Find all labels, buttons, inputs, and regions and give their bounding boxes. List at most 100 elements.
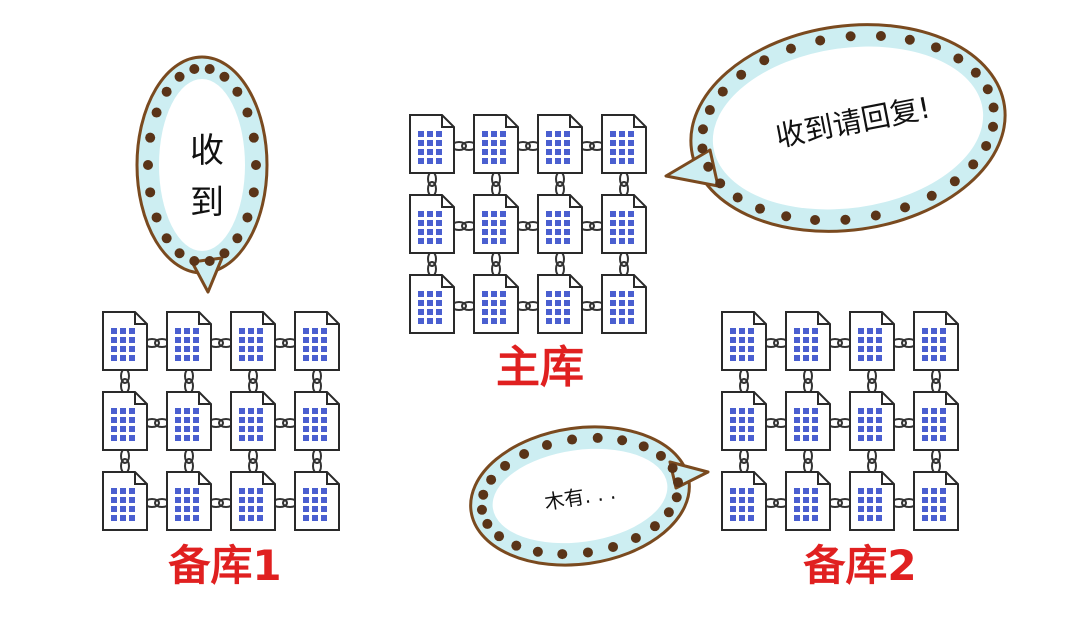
primary-link-h	[579, 141, 605, 151]
speech-bubble-primary-dot	[732, 192, 743, 203]
speech-bubble-backup1-dot	[161, 86, 172, 97]
backup1-link-v	[248, 368, 258, 394]
speech-bubble-backup1-dot	[204, 63, 215, 74]
primary-document-icon	[601, 114, 647, 174]
backup1-link-h	[144, 418, 170, 428]
backup1-link-h	[208, 418, 234, 428]
speech-bubble-backup2-dot	[567, 434, 578, 445]
primary-link-v	[619, 251, 629, 277]
speech-bubble-backup2-dot	[500, 460, 511, 471]
backup2-document-icon	[913, 311, 959, 371]
backup1-document-icon	[102, 311, 148, 371]
backup1-link-h	[272, 498, 298, 508]
speech-bubble-primary-dot	[697, 124, 708, 135]
speech-bubble-backup1	[135, 55, 269, 294]
speech-bubble-primary-dot	[715, 178, 726, 189]
speech-bubble-backup2-dot	[671, 492, 682, 503]
backup1-link-h	[144, 338, 170, 348]
backup1-document-icon	[230, 391, 276, 451]
primary-link-v	[619, 171, 629, 197]
backup2-link-v	[739, 448, 749, 474]
speech-bubble-primary-dot	[875, 30, 886, 41]
speech-bubble-backup1-dot	[174, 71, 185, 82]
speech-bubble-backup1-dot	[232, 233, 243, 244]
speech-bubble-primary-dot	[703, 161, 714, 172]
speech-bubble-primary	[664, 23, 1007, 233]
speech-bubble-backup2-dot	[667, 463, 678, 474]
backup2-link-v	[739, 368, 749, 394]
primary-link-v	[555, 171, 565, 197]
primary-link-h	[451, 221, 477, 231]
primary-link-h	[579, 221, 605, 231]
speech-bubble-backup1-dot	[145, 187, 156, 198]
backup1-link-v	[312, 448, 322, 474]
speech-bubble-backup1-dot	[151, 212, 162, 223]
speech-bubble-primary-dot	[988, 121, 999, 132]
backup1-link-v	[120, 448, 130, 474]
backup2-link-v	[803, 448, 813, 474]
speech-bubble-backup2-dot	[582, 547, 593, 558]
speech-bubble-primary-dot	[904, 34, 915, 45]
speech-bubble-backup2-dot	[592, 432, 603, 443]
speech-bubble-primary-dot	[815, 35, 826, 46]
backup1-document-icon	[166, 311, 212, 371]
speech-bubble-backup1-dot	[174, 248, 185, 259]
speech-bubble-primary-dot	[926, 190, 937, 201]
speech-bubble-backup2-dot	[617, 435, 628, 446]
speech-bubble-backup1-dot	[151, 107, 162, 118]
speech-bubble-backup2-dot	[663, 507, 674, 518]
primary-link-h	[515, 221, 541, 231]
backup2-link-h	[763, 498, 789, 508]
primary-document-icon	[409, 114, 455, 174]
backup2-db-cluster	[721, 311, 959, 531]
speech-bubble-backup2-dot	[478, 489, 489, 500]
backup1-link-h	[208, 498, 234, 508]
speech-bubble-backup2-dot	[486, 474, 497, 485]
backup2-document-icon	[849, 311, 895, 371]
backup2-link-v	[867, 368, 877, 394]
speech-bubble-backup1-dot	[219, 71, 230, 82]
speech-bubble-backup1-dot	[219, 248, 230, 259]
speech-bubble-primary-dot	[840, 214, 851, 225]
speech-bubble-primary-dot	[697, 143, 708, 154]
backup2-document-icon	[785, 311, 831, 371]
primary-link-h	[451, 301, 477, 311]
primary-link-h	[579, 301, 605, 311]
backup2-link-h	[763, 338, 789, 348]
primary-link-v	[491, 251, 501, 277]
speech-bubble-primary-dot	[717, 86, 728, 97]
backup1-db-cluster	[102, 311, 340, 531]
speech-bubble-primary-dot	[845, 31, 856, 42]
speech-bubble-backup2	[469, 425, 710, 567]
bubble-backup1-line2: 到	[190, 183, 224, 223]
primary-document-icon	[409, 194, 455, 254]
primary-document-icon	[601, 194, 647, 254]
speech-bubble-primary-dot	[810, 215, 821, 226]
speech-bubble-backup2-dot	[638, 441, 649, 452]
speech-bubble-backup2-dot	[608, 541, 619, 552]
speech-bubble-backup2-dot	[476, 504, 487, 515]
primary-db-label: 主库	[496, 342, 584, 393]
backup2-document-icon	[721, 311, 767, 371]
backup2-link-h	[891, 418, 917, 428]
backup2-link-v	[931, 448, 941, 474]
backup2-link-h	[891, 338, 917, 348]
speech-bubble-backup1-dot	[248, 132, 259, 143]
speech-bubble-primary-dot	[781, 211, 792, 222]
backup1-document-icon	[230, 311, 276, 371]
backup2-link-h	[827, 498, 853, 508]
primary-link-v	[427, 251, 437, 277]
speech-bubble-backup2-dot	[630, 532, 641, 543]
speech-bubble-primary-dot	[970, 67, 981, 78]
backup2-document-icon	[849, 391, 895, 451]
speech-bubble-primary-dot	[968, 159, 979, 170]
primary-link-h	[515, 301, 541, 311]
primary-link-h	[515, 141, 541, 151]
speech-bubble-primary-dot	[953, 53, 964, 64]
speech-bubble-backup2-dot	[557, 549, 568, 560]
backup1-document-icon	[166, 391, 212, 451]
speech-bubble-primary-dot	[704, 105, 715, 116]
backup2-document-icon	[785, 391, 831, 451]
speech-bubble-primary-dot	[930, 42, 941, 53]
